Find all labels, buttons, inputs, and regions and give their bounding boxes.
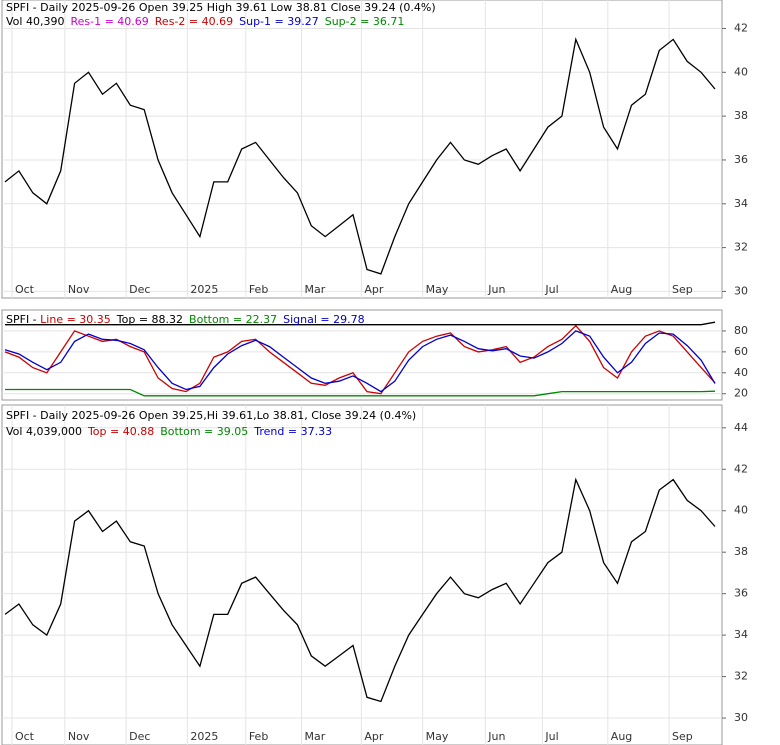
legend-entry: Vol 40,390 xyxy=(6,15,64,28)
legend-entry: Res-1 = 40.69 xyxy=(70,15,148,28)
x-tick-label: Apr xyxy=(364,283,384,296)
x-tick-label: Mar xyxy=(305,283,326,296)
x-tick-label: Aug xyxy=(611,283,632,296)
x-tick-label: Oct xyxy=(15,730,35,743)
series-line xyxy=(4,477,716,703)
y-tick-label: 38 xyxy=(734,109,748,122)
legend-entry: Bottom = 39.05 xyxy=(160,425,248,438)
y-tick-label: 32 xyxy=(734,670,748,683)
y-tick-label: 80 xyxy=(734,324,748,337)
legend-line: SPFI - Daily 2025-09-26 Open 39.25 High … xyxy=(6,1,436,14)
y-tick-label: 40 xyxy=(734,366,748,379)
x-tick-label: Apr xyxy=(364,730,384,743)
y-tick-label: 40 xyxy=(734,504,748,517)
y-tick-label: 44 xyxy=(734,421,748,434)
y-tick-label: 20 xyxy=(734,387,748,400)
series-line xyxy=(5,388,716,397)
panel xyxy=(1,404,723,745)
legend-entry: Signal = 29.78 xyxy=(283,313,365,326)
legend-entry: Vol 4,039,000 xyxy=(6,425,82,438)
x-tick-label: Jul xyxy=(544,283,558,296)
x-tick-label: Nov xyxy=(68,283,90,296)
y-tick-label: 42 xyxy=(734,21,748,34)
legend-entry: Sup-1 = 39.27 xyxy=(239,15,319,28)
y-tick-label: 34 xyxy=(734,628,748,641)
x-tick-label: Jun xyxy=(487,283,505,296)
x-tick-label: Oct xyxy=(15,283,35,296)
legend-entry: Bottom = 22.37 xyxy=(189,313,277,326)
legend-line: Vol 40,390 Res-1 = 40.69 Res-2 = 40.69 Sup-… xyxy=(6,15,404,28)
x-tick-label: May xyxy=(426,730,449,743)
x-tick-label: 2025 xyxy=(190,283,218,296)
y-tick-label: 30 xyxy=(734,711,748,724)
x-tick-label: Dec xyxy=(129,283,150,296)
x-tick-label: May xyxy=(426,283,449,296)
x-tick-label: Aug xyxy=(611,730,632,743)
series-line xyxy=(5,321,716,326)
y-tick-label: 42 xyxy=(734,462,748,475)
legend-entry: Res-2 = 40.69 xyxy=(155,15,233,28)
series-line xyxy=(4,324,716,395)
legend-entry: Top = 88.32 xyxy=(116,313,183,326)
x-tick-label: Sep xyxy=(672,730,693,743)
x-tick-label: Jul xyxy=(544,730,558,743)
series-line xyxy=(4,330,716,393)
legend-line: SPFI - Line = 30.35 Top = 88.32 Bottom = 2… xyxy=(6,313,365,326)
y-tick-label: 30 xyxy=(734,284,748,297)
series-line xyxy=(4,37,716,275)
panel xyxy=(1,0,723,299)
x-tick-label: Dec xyxy=(129,730,150,743)
y-tick-label: 60 xyxy=(734,345,748,358)
y-tick-label: 38 xyxy=(734,545,748,558)
x-tick-label: Feb xyxy=(249,730,268,743)
y-tick-label: 34 xyxy=(734,197,748,210)
chart-title: SPFI - Daily 2025-09-26 Open 39.25 High … xyxy=(6,1,436,14)
x-tick-label: Jun xyxy=(487,730,505,743)
y-tick-label: 36 xyxy=(734,587,748,600)
x-tick-label: Nov xyxy=(68,730,90,743)
legend-entry: Line = 30.35 xyxy=(40,313,111,326)
y-tick-label: 40 xyxy=(734,65,748,78)
chart-title: SPFI - xyxy=(6,313,40,326)
legend-entry: Sup-2 = 36.71 xyxy=(325,15,405,28)
legend-line: Vol 4,039,000 Top = 40.88 Bottom = 39.05 Tr… xyxy=(6,425,332,438)
x-tick-label: 2025 xyxy=(190,730,218,743)
chart-title: SPFI - Daily 2025-09-26 Open 39.25,Hi 39… xyxy=(6,409,416,422)
x-tick-label: Feb xyxy=(249,283,268,296)
legend-line: SPFI - Daily 2025-09-26 Open 39.25,Hi 39… xyxy=(6,409,416,422)
x-tick-label: Mar xyxy=(305,730,326,743)
legend-entry: Top = 40.88 xyxy=(87,425,154,438)
y-tick-label: 32 xyxy=(734,241,748,254)
y-tick-label: 36 xyxy=(734,153,748,166)
x-tick-label: Sep xyxy=(672,283,693,296)
legend-entry: Trend = 37.33 xyxy=(253,425,332,438)
